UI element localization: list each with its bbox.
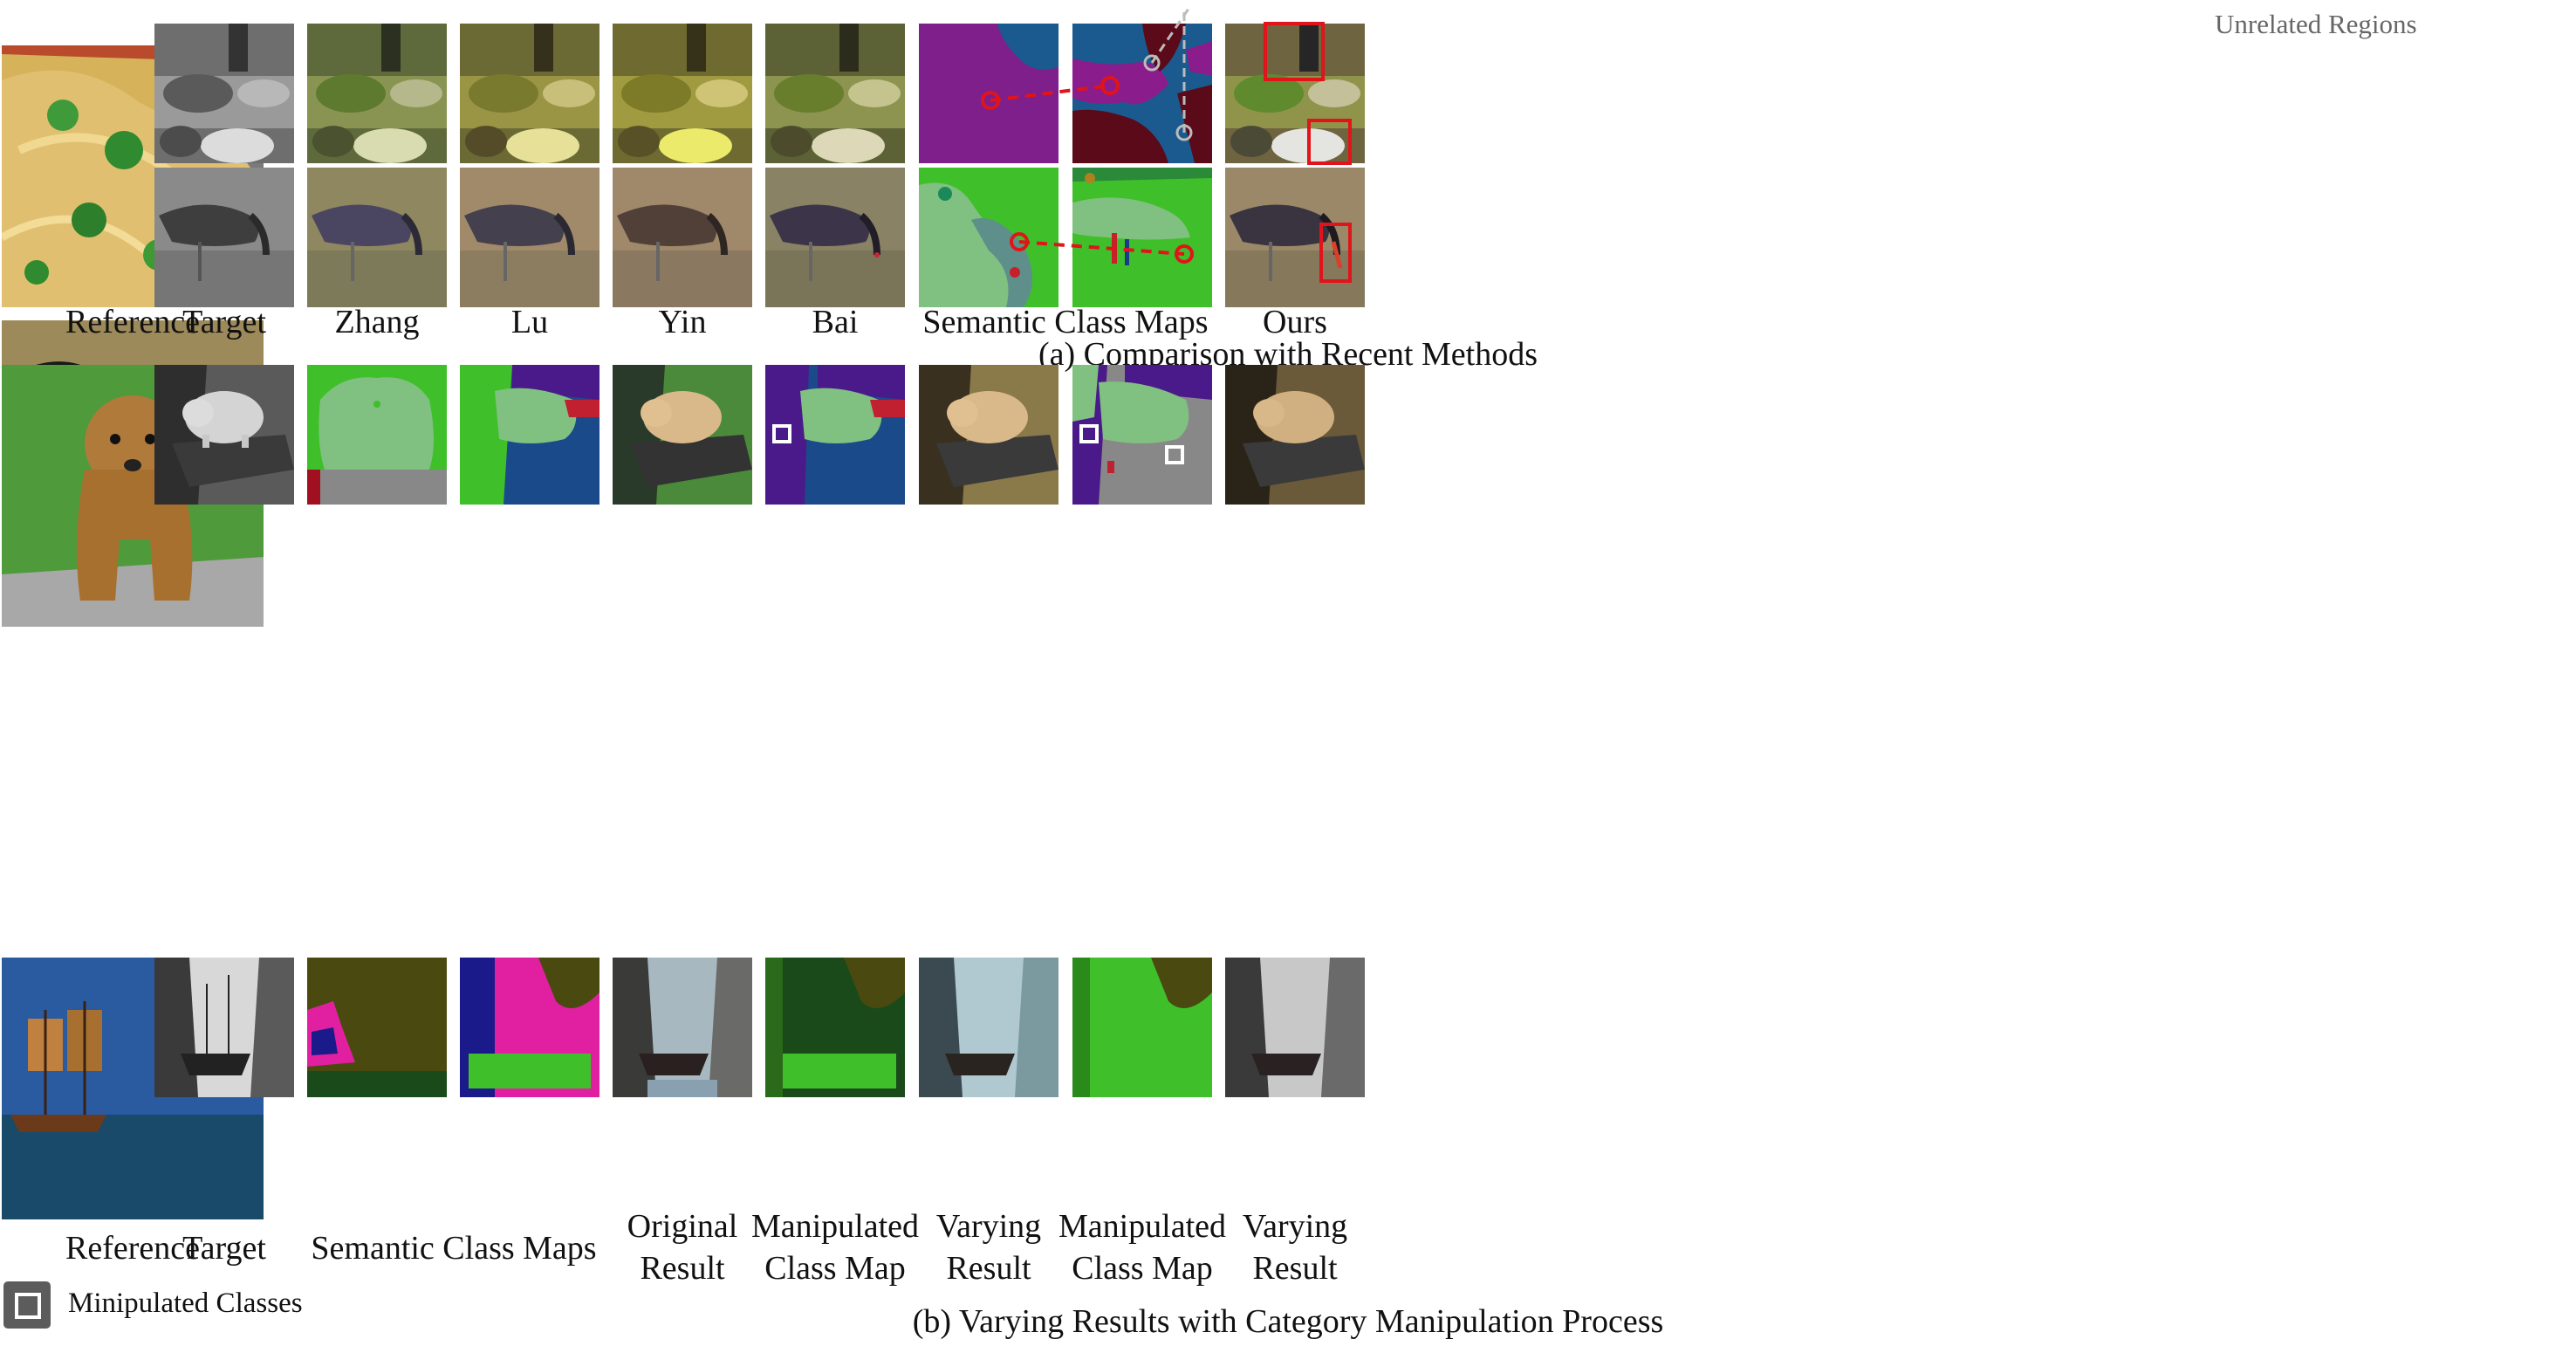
label-yin: Yin: [658, 304, 707, 340]
caption-b: (b) Varying Results with Category Manipu…: [912, 1303, 1664, 1340]
label-manipulated-map-1-line1: Manipulated: [750, 1208, 920, 1245]
target-image-dog: [154, 365, 294, 505]
label-original-result-line1: Original: [627, 1208, 738, 1245]
varying-result-dog-1: [919, 365, 1058, 505]
varying-result-ship-1: [919, 958, 1058, 1097]
manipulated-class-map-dog-2: [1072, 365, 1212, 505]
label-varying-result-1-line2: Result: [946, 1250, 1031, 1287]
semantic-map-target-dinner: [1072, 24, 1212, 163]
label-semantic-class-maps-b: Semantic Class Maps: [311, 1230, 597, 1267]
lu-result-stork: [460, 168, 599, 307]
zhang-result-dinner: [307, 24, 447, 163]
label-varying-result-2-line2: Result: [1252, 1250, 1338, 1287]
label-target-a: Target: [182, 304, 266, 340]
legend-label: Minipulated Classes: [68, 1288, 303, 1319]
label-lu: Lu: [510, 304, 549, 340]
ours-result-dinner: [1225, 24, 1365, 163]
semantic-map-target-dog: [460, 365, 599, 505]
semantic-map-reference-pasta: [919, 24, 1058, 163]
varying-result-ship-2: [1225, 958, 1365, 1097]
semantic-map-reference-stork: [919, 168, 1058, 307]
semantic-map-target-stork: [1072, 168, 1212, 307]
target-image-stork: [154, 168, 294, 307]
bai-result-stork: [765, 168, 905, 307]
zhang-result-stork: [307, 168, 447, 307]
label-manipulated-map-2-line1: Manipulated: [1058, 1208, 1227, 1245]
ours-result-stork: [1225, 168, 1365, 307]
manipulated-classes-legend-icon: [3, 1281, 51, 1329]
label-manipulated-map-1-line2: Class Map: [764, 1250, 906, 1287]
manipulated-class-map-ship-2: [1072, 958, 1212, 1097]
lu-result-dinner: [460, 24, 599, 163]
label-ours: Ours: [1263, 304, 1327, 340]
label-zhang: Zhang: [334, 304, 420, 340]
label-manipulated-map-2-line2: Class Map: [1072, 1250, 1213, 1287]
label-bai: Bai: [812, 304, 859, 340]
label-reference-a: Reference: [65, 304, 200, 340]
label-varying-result-2-line1: Varying: [1242, 1208, 1348, 1245]
target-image-ship: [154, 958, 294, 1097]
semantic-map-reference-ship: [307, 958, 447, 1097]
yin-result-dinner: [613, 24, 752, 163]
label-semantic-class-maps-a: Semantic Class Maps: [922, 304, 1209, 340]
original-result-dog: [613, 365, 752, 505]
label-original-result-line2: Result: [640, 1250, 725, 1287]
manipulated-class-map-ship-1: [765, 958, 905, 1097]
unrelated-regions-annotation: Unrelated Regions: [2215, 9, 2417, 39]
semantic-map-target-ship: [460, 958, 599, 1097]
varying-result-dog-2: [1225, 365, 1365, 505]
target-image-dinner: [154, 24, 294, 163]
original-result-ship: [613, 958, 752, 1097]
yin-result-stork: [613, 168, 752, 307]
label-target-b: Target: [182, 1230, 266, 1267]
label-varying-result-1-line1: Varying: [935, 1208, 1042, 1245]
label-reference-b: Reference: [65, 1230, 200, 1267]
bai-result-dinner: [765, 24, 905, 163]
manipulated-class-map-dog-1: [765, 365, 905, 505]
semantic-map-reference-dog: [307, 365, 447, 505]
